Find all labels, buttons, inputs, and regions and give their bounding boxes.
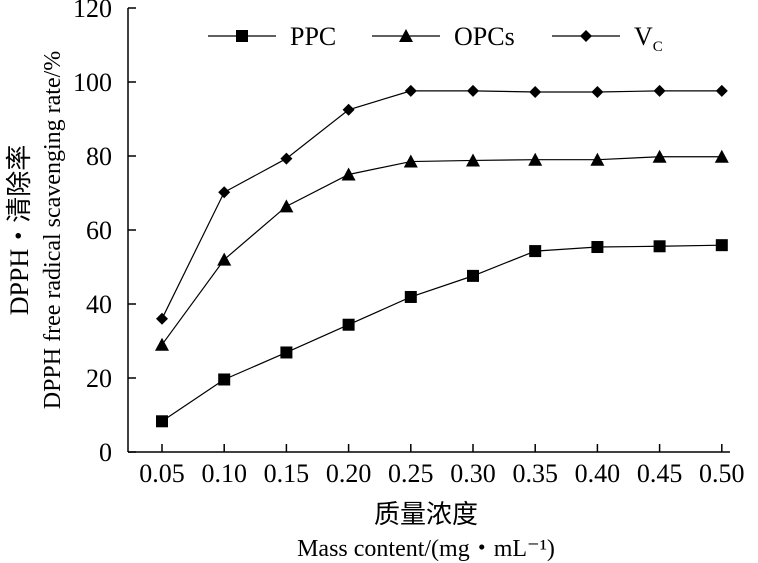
y-axis-label-en: DPPH free radical scavenging rate/% xyxy=(40,51,66,410)
data-point xyxy=(653,84,666,97)
data-point xyxy=(591,241,604,254)
data-point xyxy=(467,269,479,282)
legend-marker xyxy=(399,29,413,42)
legend-item-vc: VC xyxy=(552,22,663,55)
legend-item-ppc: PPC xyxy=(208,22,336,51)
y-tick-label: 120 xyxy=(73,0,112,23)
data-point xyxy=(714,149,729,163)
x-tick-label: 0.40 xyxy=(575,459,621,488)
x-tick-label: 0.25 xyxy=(388,459,434,488)
legend-item-opcs: OPCs xyxy=(372,22,515,51)
data-point xyxy=(217,252,232,266)
series-opcs xyxy=(155,149,729,351)
legend-marker xyxy=(236,30,248,42)
data-point xyxy=(590,152,605,166)
legend-label-subscript: C xyxy=(653,39,663,55)
data-point xyxy=(342,318,355,331)
y-tick-label: 100 xyxy=(73,68,112,97)
y-tick-label: 40 xyxy=(86,290,112,319)
y-tick-label: 60 xyxy=(86,216,112,245)
data-point xyxy=(529,85,542,98)
data-point xyxy=(403,154,418,168)
legend-label: VC xyxy=(634,22,663,55)
y-tick-label: 0 xyxy=(99,438,112,467)
data-point xyxy=(156,312,168,325)
data-point xyxy=(653,240,666,253)
data-point xyxy=(280,152,293,165)
data-point xyxy=(652,149,667,163)
y-axis-label-cn: DPPH・清除率 xyxy=(5,145,34,315)
series-line xyxy=(161,156,722,346)
x-tick-label: 0.50 xyxy=(699,459,745,488)
data-point xyxy=(342,103,355,116)
data-point xyxy=(279,199,294,213)
data-point xyxy=(591,85,604,98)
legend-label: PPC xyxy=(290,22,336,51)
data-point xyxy=(404,84,417,97)
series-vc xyxy=(156,84,728,325)
data-point xyxy=(466,153,480,167)
series-line xyxy=(161,244,722,422)
data-point xyxy=(218,373,231,386)
x-tick-label: 0.15 xyxy=(264,459,310,488)
data-point xyxy=(280,346,293,359)
series-ppc xyxy=(156,239,728,428)
data-point xyxy=(528,152,543,166)
data-point xyxy=(467,84,479,97)
data-point xyxy=(404,290,417,303)
x-tick-label: 0.30 xyxy=(450,459,496,488)
x-tick-label: 0.10 xyxy=(201,459,247,488)
legend-label: OPCs xyxy=(454,22,515,51)
data-point xyxy=(155,337,169,351)
legend-marker xyxy=(580,30,592,42)
data-point xyxy=(218,186,231,199)
x-tick-label: 0.05 xyxy=(139,459,185,488)
data-point xyxy=(529,245,542,258)
data-point xyxy=(715,84,728,97)
x-tick-label: 0.20 xyxy=(326,459,372,488)
y-tick-label: 80 xyxy=(86,142,112,171)
data-point xyxy=(156,415,168,428)
x-axis-label-cn: 质量浓度 xyxy=(374,500,478,529)
series-line xyxy=(161,90,722,320)
data-point xyxy=(341,167,356,181)
y-tick-label: 20 xyxy=(86,364,112,393)
data-point xyxy=(715,239,728,252)
x-tick-label: 0.35 xyxy=(512,459,558,488)
x-axis-label-en: Mass content/(mg・mL⁻¹) xyxy=(297,536,555,562)
x-tick-label: 0.45 xyxy=(637,459,683,488)
